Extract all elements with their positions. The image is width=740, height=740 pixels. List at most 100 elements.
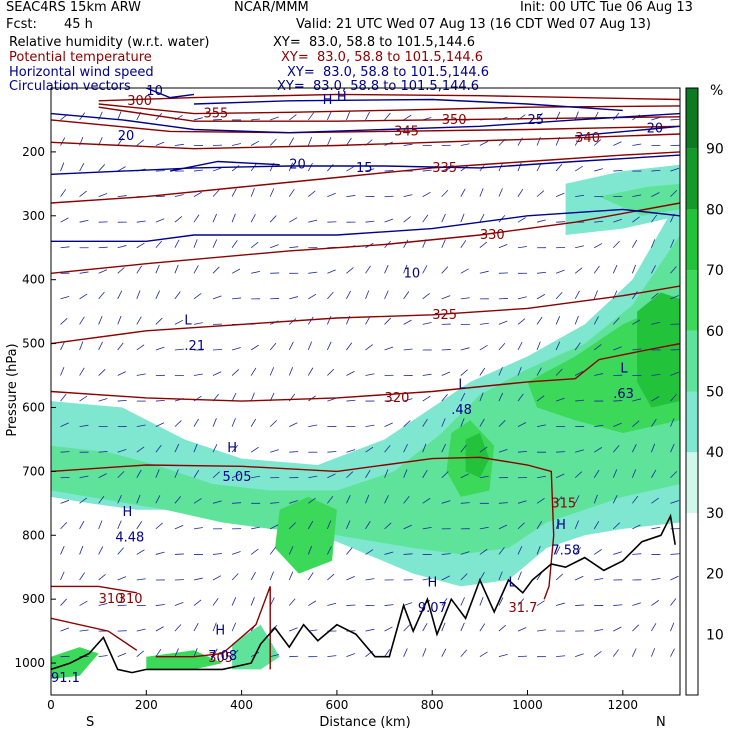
circulation-vector (517, 367, 522, 376)
circulation-vector (289, 422, 298, 428)
circulation-vector (536, 600, 545, 606)
circulation-vector (288, 137, 295, 146)
circulation-vector (308, 190, 316, 197)
circulation-vector (555, 573, 564, 581)
circulation-vector (193, 214, 200, 223)
circulation-vector (593, 494, 598, 504)
circulation-vector (60, 546, 65, 555)
circulation-vector (651, 169, 661, 172)
extremum-label: L (508, 575, 516, 590)
circulation-vector (403, 602, 413, 606)
circulation-vector (212, 575, 222, 581)
circulation-vector (269, 571, 274, 581)
circulation-vector (460, 297, 470, 300)
field-rh-name: Relative humidity (w.r.t. water) (9, 35, 210, 50)
theta-label: 310 (118, 592, 143, 607)
circulation-vector (670, 598, 677, 606)
circulation-vector (174, 624, 182, 632)
circulation-vector (651, 321, 661, 325)
theta-label: 300 (127, 94, 152, 109)
circulation-vector (193, 191, 202, 197)
circulation-vector (384, 444, 391, 453)
wind-contour-20 (51, 112, 680, 134)
circulation-vector (327, 495, 334, 504)
x-end-right: N (656, 715, 666, 730)
circulation-vector (631, 469, 637, 478)
y-axis-title: Pressure (hPa) (5, 343, 20, 436)
circulation-vector (593, 139, 602, 146)
circulation-vector (613, 604, 623, 606)
wind-label: 20 (289, 158, 306, 173)
circulation-vector (251, 526, 261, 530)
circulation-vector (594, 168, 603, 172)
circulation-vector (251, 118, 261, 121)
circulation-vector (60, 318, 68, 325)
fcst-value: 45 h (64, 17, 93, 32)
circulation-vector (289, 451, 299, 453)
circulation-vector (555, 291, 563, 300)
circulation-vector (612, 649, 619, 657)
circulation-vector (365, 549, 374, 555)
circulation-vector (631, 239, 638, 248)
circulation-vector (327, 291, 334, 300)
circulation-vector (346, 195, 356, 198)
circulation-vector (174, 194, 184, 198)
colorbar-frame (685, 87, 699, 696)
circulation-vector (308, 475, 318, 479)
circulation-vector (231, 649, 239, 657)
circulation-vector (155, 290, 160, 300)
circulation-vector (117, 371, 126, 376)
circulation-vector (231, 473, 241, 479)
colorbar-swatch (686, 573, 698, 635)
circulation-vector (270, 524, 279, 530)
circulation-vector (155, 649, 162, 657)
circulation-vector (117, 166, 126, 172)
circulation-vector (479, 651, 488, 658)
circulation-vector (594, 373, 604, 376)
circulation-vector (288, 341, 294, 351)
circulation-vector (536, 545, 541, 555)
circulation-vector (498, 624, 506, 632)
rh-region-50 (599, 183, 680, 216)
theta-label: 320 (385, 391, 410, 406)
circulation-vector (575, 194, 585, 198)
theta-label: 340 (575, 131, 600, 146)
circulation-vector (670, 371, 679, 376)
circulation-vector (270, 116, 279, 121)
wind-label: 10 (404, 266, 421, 281)
circulation-vector (422, 443, 427, 453)
circulation-vector (422, 373, 432, 376)
y-tick-label: 900 (22, 592, 45, 606)
circulation-vector (365, 290, 370, 299)
circulation-vector (269, 367, 275, 376)
circulation-vector (307, 341, 312, 351)
circulation-vector (403, 114, 412, 121)
circulation-vector (403, 143, 413, 146)
circulation-vector (98, 111, 103, 121)
circulation-vector (251, 475, 261, 479)
circulation-vector (479, 367, 486, 376)
circulation-vector (441, 648, 447, 657)
circulation-vector (307, 520, 314, 530)
circulation-vector (136, 242, 145, 249)
field-vector-xy: XY= 83.0, 58.8 to 101.5,144.6 (277, 79, 480, 94)
colorbar-swatch (686, 209, 698, 271)
theta-contour-305 (155, 586, 271, 670)
circulation-vector (117, 399, 127, 402)
circulation-vector (555, 520, 560, 530)
circulation-vector (212, 348, 223, 351)
colorbar-label: 20 (706, 567, 724, 583)
circulation-vector (231, 551, 241, 555)
circulation-vector (250, 344, 259, 351)
circulation-vector (555, 602, 565, 606)
x-axis-title: Distance (km) (319, 715, 410, 730)
circulation-vector (670, 500, 680, 504)
circulation-vector (212, 597, 219, 606)
circulation-vector (79, 545, 84, 555)
circulation-vector (193, 577, 203, 581)
circulation-vector (136, 344, 145, 351)
circulation-vector (441, 598, 448, 606)
y-tick-label: 500 (22, 337, 45, 351)
circulation-vector (98, 315, 103, 325)
circulation-vector (98, 341, 103, 351)
